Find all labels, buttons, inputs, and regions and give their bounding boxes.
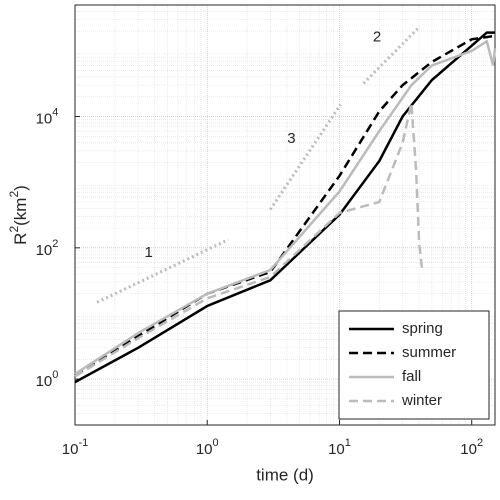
tick-exponent: 2	[52, 238, 58, 250]
tick-exponent: 0	[52, 369, 58, 381]
reference-line	[362, 26, 420, 85]
tick-exponent: -1	[78, 437, 88, 449]
axes-frame	[74, 4, 496, 426]
label-exponent: 2	[7, 191, 21, 198]
tick-label: 101	[328, 437, 351, 458]
tick-exponent: 1	[345, 437, 351, 449]
reference-label: 1	[144, 244, 152, 261]
tick-label: 100	[36, 369, 59, 390]
legend-label: winter	[401, 392, 442, 409]
y-axis-label: R2(km2)	[7, 185, 30, 245]
tick-base: 10	[36, 110, 53, 127]
reference-label: 2	[373, 29, 381, 46]
tick-label: 102	[460, 437, 483, 458]
series-line	[74, 31, 495, 384]
tick-base: 10	[36, 373, 53, 390]
tick-exponent: 4	[52, 106, 58, 118]
tick-label: 102	[36, 238, 59, 259]
tick-base: 10	[62, 441, 79, 458]
tick-base: 10	[196, 441, 213, 458]
tick-base: 10	[460, 441, 477, 458]
tick-base: 10	[36, 242, 53, 259]
label-exponent: 2	[7, 226, 21, 233]
tick-label: 104	[36, 106, 59, 127]
legend-label: fall	[402, 368, 421, 385]
label-text: )	[11, 185, 30, 191]
legend-label: spring	[402, 320, 443, 337]
label-text: (km	[11, 198, 30, 226]
series-line	[74, 34, 496, 377]
label-text: R	[11, 233, 30, 245]
series-line	[74, 39, 497, 375]
reference-label: 3	[287, 130, 295, 147]
tick-exponent: 0	[213, 437, 219, 449]
reference-line	[269, 103, 342, 211]
tick-label: 100	[196, 437, 219, 458]
tick-base: 10	[328, 441, 345, 458]
tick-label: 10-1	[62, 437, 88, 458]
reference-line	[96, 238, 229, 304]
series-line	[74, 102, 424, 378]
x-axis-label: time (d)	[256, 465, 314, 484]
legend-label: summer	[402, 344, 456, 361]
tick-exponent: 2	[477, 437, 483, 449]
